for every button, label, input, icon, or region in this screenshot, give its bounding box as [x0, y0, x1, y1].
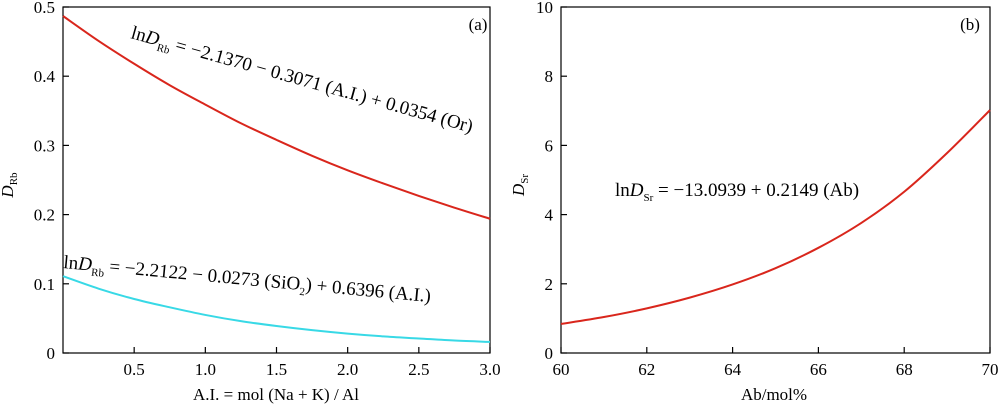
- y-tick-label: 2: [545, 275, 554, 294]
- series-line-2: [62, 275, 491, 343]
- y-tick-label: 0.3: [34, 136, 55, 155]
- chart-panel-a: 0.5 1.0 1.5 2.0 2.5 3.0 0 0.1 0.2 0.3 0.4 0.5 A.I. =…: [0, 0, 501, 404]
- x-tick-label: 2.0: [337, 360, 358, 379]
- x-tick-label: 3.0: [479, 360, 500, 379]
- y-tick-label: 0.2: [34, 206, 55, 225]
- panel-label: (b): [960, 15, 980, 34]
- equation-annotation: lnDRb = −2.2122 − 0.0273 (SiO2) + 0.6396…: [62, 252, 432, 310]
- y-tick-label: 10: [536, 0, 553, 17]
- x-tick-label: 1.0: [195, 360, 216, 379]
- x-tick-label: 62: [638, 360, 655, 379]
- equation-annotation: lnDSr = −13.0939 + 0.2149 (Ab): [615, 180, 859, 204]
- y-tick-label: 0.1: [34, 275, 55, 294]
- y-axis-label: DSr: [509, 174, 531, 197]
- y-axis-label: DRb: [0, 172, 20, 199]
- x-tick-label: 70: [982, 360, 999, 379]
- y-tick-label: 0.4: [34, 67, 56, 86]
- y-tick-label: 0.5: [34, 0, 55, 17]
- y-tick-label: 8: [545, 67, 554, 86]
- y-tick-label: 4: [545, 206, 554, 225]
- y-tick-label: 0: [47, 344, 56, 363]
- x-tick-label: 1.5: [266, 360, 287, 379]
- x-axis-label: A.I. = mol (Na + K) / Al: [193, 385, 359, 404]
- series-line-1: [62, 15, 491, 220]
- x-tick-label: 0.5: [124, 360, 145, 379]
- x-tick-label: 66: [810, 360, 827, 379]
- x-tick-label: 2.5: [408, 360, 429, 379]
- x-tick-label: 64: [724, 360, 742, 379]
- y-tick-label: 6: [545, 136, 554, 155]
- y-tick-label: 0: [545, 344, 554, 363]
- x-tick-label: 68: [896, 360, 913, 379]
- x-axis-label: Ab/mol%: [741, 385, 807, 404]
- series-line-1: [560, 109, 991, 325]
- equation-annotation: lnDRb = −2.1370 − 0.3071 (A.I.) + 0.0354…: [128, 23, 475, 141]
- plot-frame: [560, 6, 991, 354]
- x-tick-label: 60: [553, 360, 570, 379]
- panel-label: (a): [469, 15, 488, 34]
